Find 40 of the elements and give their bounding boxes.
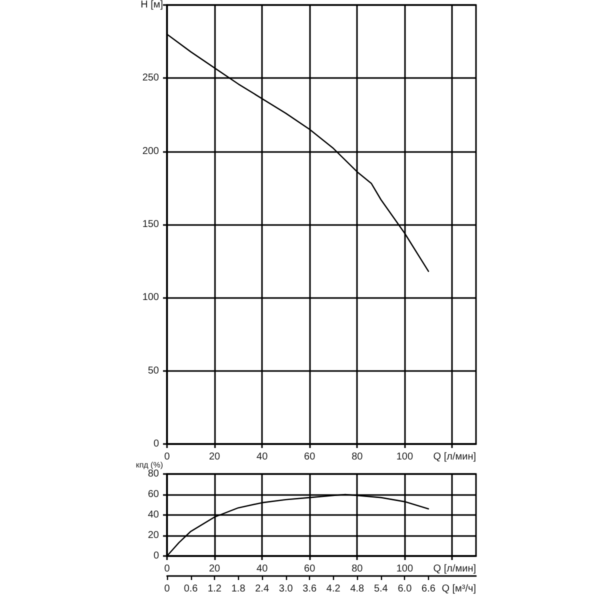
x-tick-label: 40 [256,452,268,462]
x-tick-label: 100 [396,564,414,574]
y-tick-label: 250 [142,72,160,84]
x2-tick-label: 6.6 [422,584,436,594]
x-tick-label: 80 [352,564,364,574]
x2-tick-label: 3.0 [278,584,294,594]
y-tick-label: 100 [142,292,160,304]
x-tick-label: 0 [164,564,170,574]
x-axis-title: Q [л/мин] [433,564,476,574]
x2-tick-label: 1.8 [231,584,246,594]
y-axis-title: H [м] [140,0,164,10]
x2-axis-title: Q [м³/ч] [442,584,476,594]
y-tick-label: 60 [148,489,160,500]
x-axis-title: Q [л/мин] [433,452,476,462]
x2-tick-label: 6.0 [398,584,412,594]
x2-tick-label: 0.6 [184,584,198,594]
x-tick-label: 40 [256,564,268,574]
y-tick-label: 150 [142,219,160,230]
x-tick-label: 60 [304,564,316,574]
x-tick-label: 100 [396,452,414,462]
x2-tick-label: 1.2 [208,584,222,594]
x-tick-label: 20 [208,452,221,462]
x-tick-label: 80 [352,452,364,462]
y-tick-label: 0 [153,550,160,562]
y-tick-label: 200 [142,146,160,157]
y-tick-label: 0 [153,438,160,450]
x-tick-label: 0 [164,452,170,462]
x2-tick-label: 4.2 [326,584,341,594]
x2-tick-label: 5.4 [374,584,388,594]
y-tick-label: 50 [148,365,160,376]
x2-tick-label: 3.6 [302,584,317,594]
y-tick-label: 80 [148,468,160,480]
x-tick-label: 20 [208,564,221,574]
x2-tick-label: 0 [164,584,170,594]
y-tick-label: 20 [148,530,160,541]
y-axis-title: кпд (%) [136,460,164,470]
x2-tick-label: 2.4 [255,584,270,594]
x-tick-label: 60 [304,452,316,462]
x2-tick-label: 4.8 [350,584,365,594]
y-tick-label: 40 [148,510,160,520]
